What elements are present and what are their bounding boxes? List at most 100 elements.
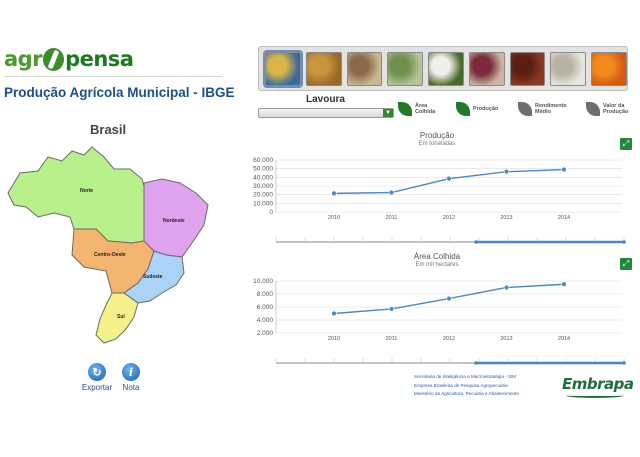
- data-point[interactable]: [446, 175, 452, 182]
- y-tick-label: 20.000: [253, 192, 273, 199]
- note-button[interactable]: i Nota: [111, 363, 151, 392]
- export-icon: ↻: [88, 363, 106, 381]
- data-point[interactable]: [561, 281, 567, 287]
- metric-label: Valor da Produção: [603, 103, 628, 115]
- app-title: Produção Agrícola Municipal - IBGE: [4, 85, 235, 100]
- orange-icon[interactable]: [591, 51, 628, 86]
- peanut-icon[interactable]: [305, 51, 342, 86]
- sugarcane-icon[interactable]: [346, 51, 383, 86]
- y-tick-label: 30.000: [253, 183, 273, 190]
- note-label: Nota: [122, 383, 140, 392]
- chart-area-subtitle: Em mil hectares: [415, 262, 459, 268]
- leaf-icon: [518, 102, 532, 116]
- chart-production-subtitle: Em toneladas: [418, 141, 456, 147]
- metric-label-line1: Rendimento: [535, 103, 567, 109]
- header-divider: [4, 76, 222, 77]
- data-point[interactable]: [503, 168, 510, 175]
- y-tick-label: 2.000: [257, 330, 274, 337]
- data-point[interactable]: [388, 306, 395, 312]
- map-label-nordeste: Nordeste: [163, 218, 185, 224]
- export-label: Exportar: [81, 383, 113, 392]
- footer-line-1: Secretaria de Inteligência e Macroestrat…: [414, 374, 517, 379]
- map-region-sudeste[interactable]: [123, 250, 185, 304]
- metric-label: Produção: [473, 106, 498, 112]
- data-point[interactable]: [331, 190, 337, 197]
- metric-label-line2: Produção: [603, 109, 629, 115]
- y-tick-label: 4.000: [257, 317, 274, 324]
- embrapa-logo-swoosh: [566, 393, 624, 398]
- corn-icon[interactable]: [263, 49, 303, 88]
- metric-label: Área Colhida: [415, 103, 435, 115]
- range-handle-left[interactable]: [474, 240, 478, 244]
- leaf-icon: [398, 102, 412, 116]
- x-tick-label: 2013: [500, 336, 512, 342]
- metric-toggle-0[interactable]: Área Colhida: [398, 102, 435, 116]
- metric-toggle-2[interactable]: Rendimento Médio: [518, 102, 567, 116]
- footer-credits: Secretaria de Inteligência e Macroestrat…: [414, 373, 519, 399]
- data-point[interactable]: [388, 189, 395, 196]
- metric-toggle-1[interactable]: Produção: [456, 102, 498, 116]
- cotton-icon[interactable]: [428, 51, 464, 86]
- map-title: Brasil: [90, 122, 127, 137]
- map-label-sul: Sul: [117, 314, 125, 320]
- chart-area-title: Área Colhida: [413, 252, 461, 261]
- data-point[interactable]: [503, 284, 510, 291]
- cotton-field-icon[interactable]: [387, 51, 424, 86]
- leaf-icon: [586, 102, 600, 116]
- data-point[interactable]: [331, 310, 337, 317]
- crop-selector-strip: [258, 46, 628, 91]
- logo-text-agr: agr: [4, 47, 43, 71]
- x-tick-label: 2014: [558, 215, 570, 221]
- metric-label: Rendimento Médio: [535, 103, 567, 115]
- y-tick-label: 0: [269, 209, 273, 216]
- crop-select-label: Lavoura: [306, 94, 345, 105]
- coffee-icon[interactable]: [509, 51, 546, 86]
- map-label-centro-oeste: Centro-Oeste: [94, 252, 126, 258]
- x-tick-label: 2013: [500, 215, 512, 221]
- y-tick-label: 60.000: [253, 157, 273, 164]
- footer-line-3: Ministério da Agricultura, Pecuária e Ab…: [414, 391, 519, 396]
- cotton-boll-icon[interactable]: [550, 51, 587, 86]
- y-tick-label: 10.000: [253, 200, 273, 207]
- map-region-sul[interactable]: [95, 292, 139, 344]
- chart-production-title: Produção: [419, 131, 455, 140]
- agropensa-logo: agr pensa: [4, 44, 134, 74]
- logo-mark-icon: [43, 47, 65, 71]
- x-tick-label: 2012: [443, 215, 455, 221]
- metric-label-line1: Área: [415, 103, 428, 109]
- series-line: [333, 168, 565, 195]
- data-point[interactable]: [561, 166, 567, 173]
- metric-label-line2: Médio: [535, 109, 551, 115]
- embrapa-logo: Embrapa: [562, 375, 634, 393]
- x-tick-label: 2010: [328, 336, 340, 342]
- y-tick-label: 50.000: [253, 166, 273, 173]
- expand-area-chart-button[interactable]: ⤢: [620, 258, 632, 270]
- metric-toggle-3[interactable]: Valor da Produção: [586, 102, 628, 116]
- x-tick-label: 2011: [386, 336, 398, 342]
- crop-dropdown[interactable]: ▼: [258, 108, 394, 118]
- leaf-icon: [456, 102, 470, 116]
- footer-line-2: Empresa Brasileira de Pesquisa Agropecuá…: [414, 382, 508, 388]
- beans-icon[interactable]: [468, 51, 505, 86]
- export-button[interactable]: ↻ Exportar: [77, 363, 117, 392]
- metric-label-line1: Produção: [473, 106, 499, 112]
- range-handle-right[interactable]: [622, 361, 626, 365]
- range-handle-left[interactable]: [474, 361, 478, 365]
- x-tick-label: 2011: [386, 215, 398, 221]
- y-tick-label: 40.000: [253, 174, 273, 181]
- logo-text-pensa: pensa: [65, 47, 134, 71]
- range-handle-right[interactable]: [622, 240, 626, 244]
- info-icon: i: [122, 363, 140, 381]
- map-label-sudeste: Sudeste: [143, 274, 163, 280]
- x-tick-label: 2012: [443, 336, 455, 342]
- x-tick-label: 2014: [558, 336, 570, 342]
- chevron-down-icon[interactable]: ▼: [383, 109, 393, 117]
- y-tick-label: 10.000: [253, 278, 273, 285]
- metric-label-line1: Valor da: [603, 103, 625, 109]
- map-label-norte: Norte: [80, 188, 93, 194]
- expand-production-chart-button[interactable]: ⤢: [620, 138, 632, 150]
- data-point[interactable]: [446, 295, 452, 302]
- y-tick-label: 8.000: [257, 291, 274, 298]
- metric-label-line2: Colhida: [415, 109, 436, 115]
- x-tick-label: 2010: [328, 215, 340, 221]
